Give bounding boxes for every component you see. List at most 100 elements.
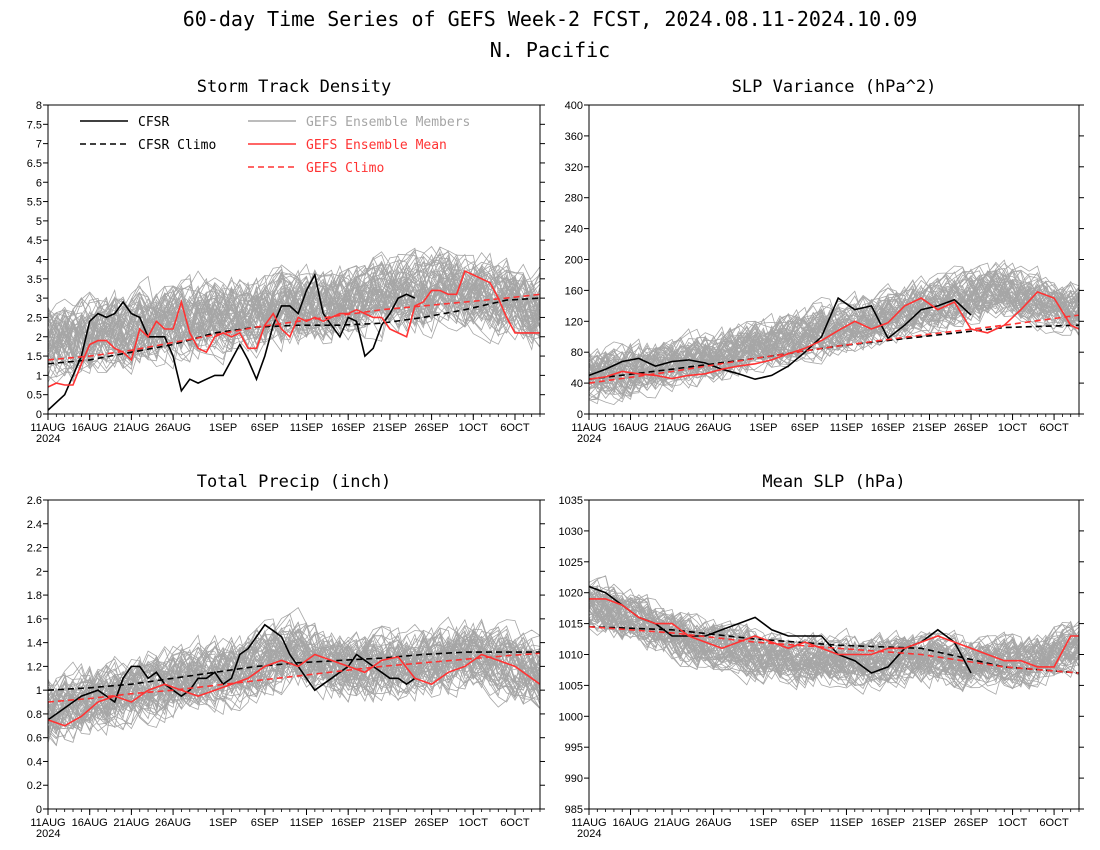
ensemble-member-line [589,600,1079,683]
y-tick-label: 1.6 [27,614,42,626]
y-tick-label: 400 [565,100,583,112]
y-tick-label: 6.5 [27,158,42,170]
legend-label-gefs-mean: GEFS Ensemble Mean [306,138,447,153]
series-line-gefs-climo [48,293,540,361]
y-tick-label: 1.8 [27,590,42,602]
x-year-label: 2024 [577,828,601,840]
ensemble-member-line [48,252,540,375]
x-tick-label: 11SEP [290,422,323,434]
ensemble-member-line [589,590,1079,684]
ensemble-members [48,245,540,384]
x-tick-label: 21AUG [654,422,690,434]
series-line-gefs-mean [48,653,540,727]
ensemble-member-line [48,262,540,356]
x-tick-label: 26SEP [954,817,988,829]
ensemble-member-line [48,268,540,358]
figure-title: 60-day Time Series of GEFS Week-2 FCST, … [183,7,918,31]
panel-total-precip: Total Precip (inch) 0 0.2 0.4 0.6 0.8 1 1.2 1.4 1… [27,472,545,840]
series-line-gefs-climo [589,625,1079,674]
panel-title: Total Precip (inch) [197,472,391,492]
x-tick-label: 21AUG [113,422,149,434]
series-line-gefs-mean [589,598,1079,668]
panel-mean-slp: Mean SLP (hPa) 985 990 995 1000 1005 1010 1015 1… [559,472,1084,840]
series-line-cfsr-climo [48,651,540,691]
series-line-cfsr [48,272,416,411]
y-tick-label: 7.5 [27,119,42,131]
ensemble-member-line [589,597,1079,693]
y-tick-label: 2.6 [27,495,42,507]
y-tick-label: 0 [36,804,42,816]
x-tick-label: 21AUG [654,817,690,829]
series-line-gefs-mean [48,270,540,388]
x-tick-label: 1SEP [749,817,777,829]
ensemble-member-line [589,279,1079,381]
y-tick-label: 2 [36,566,42,578]
y-tick-label: 1015 [559,619,583,631]
x-tick-label: 1SEP [209,817,237,829]
ensemble-member-line [589,268,1079,388]
y-tick-label: 995 [565,742,583,754]
ensemble-members [48,606,540,747]
ensemble-member-line [48,252,540,383]
y-tick-label: 7 [36,139,42,151]
ensemble-member-line [48,635,540,735]
x-tick-label: 1OCT [998,817,1028,829]
y-tick-label: 1035 [559,495,583,507]
ensemble-member-line [589,575,1079,682]
ensemble-member-line [589,275,1079,395]
ensemble-member-line [48,624,540,709]
x-tick-label: 1SEP [749,422,777,434]
ensemble-member-line [589,274,1079,400]
x-tick-label: 16AUG [72,422,108,434]
y-tick-label: 0.6 [27,733,42,745]
x-tick-label: 11AUG [30,817,65,829]
x-tick-label: 11AUG [30,422,65,434]
x-tick-label: 26SEP [414,817,448,829]
y-tick-label: 280 [565,193,583,205]
y-tick-label: 1030 [559,526,583,538]
x-year-label: 2024 [36,828,60,840]
x-tick-label: 21SEP [373,817,407,829]
ensemble-member-line [48,632,540,744]
y-tick-label: 120 [565,316,583,328]
x-tick-label: 21SEP [373,422,407,434]
y-tick-label: 360 [565,131,583,143]
panel-slp-variance: SLP Variance (hPa^2) 0 40 80 120 160 200 240 280… [565,77,1084,445]
x-year-label: 2024 [577,433,601,445]
y-tick-label: 40 [571,378,583,390]
series-line-cfsr [589,296,972,381]
ensemble-member-line [589,277,1079,382]
figure-subtitle: N. Pacific [490,38,610,62]
series-line-cfsr-climo [589,625,1079,674]
y-tick-label: 1020 [559,588,583,600]
ensemble-member-line [48,246,540,370]
ensemble-member-line [48,269,540,359]
y-tick-label: 2.5 [27,312,42,324]
x-year-label: 2024 [36,433,60,445]
series-line-cfsr-climo [48,297,540,365]
series-line-gefs-mean [589,290,1079,380]
plot-frame [47,499,541,810]
series-line-cfsr [48,623,416,721]
x-tick-label: 26SEP [954,422,988,434]
x-tick-label: 16AUG [612,422,648,434]
ensemble-member-line [48,628,540,721]
x-tick-label: 11AUG [571,422,606,434]
panel-title: SLP Variance (hPa^2) [732,77,937,97]
ensemble-member-line [48,251,540,366]
x-tick-label: 6OCT [1039,817,1069,829]
ensemble-member-line [589,271,1079,393]
chart-legend: CFSR CFSR Climo GEFS Ensemble Members GE… [80,115,470,176]
x-tick-label: 1OCT [998,422,1028,434]
panel-title: Storm Track Density [197,77,391,97]
y-tick-label: 4 [36,255,42,267]
legend-label-gefs-climo: GEFS Climo [306,161,384,176]
ensemble-member-line [589,291,1079,386]
y-tick-label: 240 [565,224,583,236]
ensemble-member-line [589,608,1079,689]
y-tick-label: 320 [565,162,583,174]
x-tick-label: 16AUG [72,817,108,829]
y-tick-label: 1005 [559,680,583,692]
y-tick-label: 6 [36,177,42,189]
